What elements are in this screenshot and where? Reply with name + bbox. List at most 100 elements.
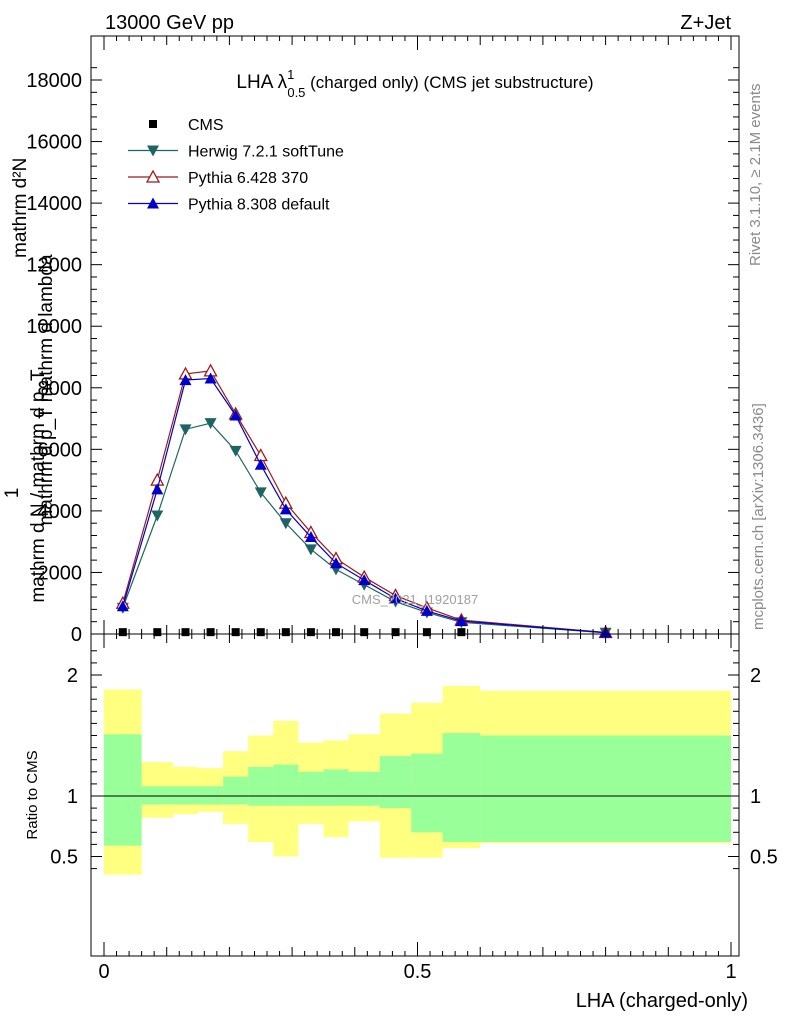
title-sup: 1 xyxy=(287,67,294,82)
data-point xyxy=(304,531,317,543)
ratio-ytick-label: 1 xyxy=(67,786,78,808)
xtick-label: 0 xyxy=(98,961,109,983)
series-cms xyxy=(118,628,466,637)
legend-label: CMS xyxy=(188,117,224,134)
band-stat-bin xyxy=(198,786,224,805)
axis-ticks xyxy=(91,36,739,956)
legend-label: Pythia 6.428 370 xyxy=(188,170,308,187)
mcplots-label: mcplots.cern.ch [arXiv:1306.3436] xyxy=(750,403,767,630)
ytick-label: 6000 xyxy=(38,439,83,461)
data-point xyxy=(279,503,292,515)
ratio-ytick-label: 2 xyxy=(67,665,78,687)
data-point xyxy=(281,628,290,637)
data-point xyxy=(145,169,161,183)
data-point xyxy=(181,628,190,637)
band-stat-bin xyxy=(379,756,412,809)
data-point xyxy=(118,628,127,637)
data-point xyxy=(422,628,431,637)
data-point xyxy=(204,372,217,384)
band-stat-bin xyxy=(442,733,481,842)
title-rest: (charged only) (CMS jet substructure) xyxy=(305,73,593,92)
tick-labels: 0 2000 4000 6000 8000 10000 12000 14000 16000 180… xyxy=(26,70,777,983)
legend-label: Herwig 7.2.1 softTune xyxy=(188,144,344,161)
legend-entry: Pythia 6.428 370 xyxy=(128,169,308,187)
data-point xyxy=(116,600,129,612)
data-point xyxy=(204,418,217,430)
data-point xyxy=(420,604,433,616)
legend: CMS Herwig 7.2.1 softTune Pythia 6.428 370… xyxy=(128,117,344,214)
analysis-watermark: CMS_2021_I1920187 xyxy=(352,592,479,607)
data-point xyxy=(254,487,267,499)
ylabel-numerator: mathrm d²N xyxy=(10,158,31,258)
legend-entry: Herwig 7.2.1 softTune xyxy=(128,144,344,161)
xlabel: LHA (charged-only) xyxy=(576,990,748,1012)
data-point xyxy=(329,557,342,569)
band-stat-bin xyxy=(480,735,731,842)
ytick-label: 10000 xyxy=(26,316,82,338)
ratio-ytick-label-right: 2 xyxy=(750,665,761,687)
data-point xyxy=(229,409,242,421)
data-point xyxy=(457,628,466,637)
ratio-plot-frame xyxy=(90,633,740,957)
series-pythia-8-308-default xyxy=(116,372,612,638)
data-point xyxy=(279,518,292,530)
ratio-ylabel: Ratio to CMS xyxy=(24,750,41,839)
xtick-label: 1 xyxy=(725,961,736,983)
title-main: LHA λ xyxy=(236,72,287,93)
data-point xyxy=(256,628,265,637)
process-label: Z+Jet xyxy=(680,12,731,34)
ytick-label: 4000 xyxy=(38,501,83,523)
data-point xyxy=(254,458,267,470)
data-point xyxy=(206,628,215,637)
data-point xyxy=(304,544,317,556)
series-line xyxy=(122,377,606,634)
ylabel-denominator: mathrm d p_T mathrm d lambda xyxy=(36,254,57,525)
data-point xyxy=(331,628,340,637)
ytick-label: 14000 xyxy=(26,193,82,215)
band-stat-bin xyxy=(172,786,199,805)
ylabel-prefactor: 1 xyxy=(2,488,23,499)
band-stat-bin xyxy=(273,764,299,806)
ytick-label: 2000 xyxy=(38,562,83,584)
ylabel-lower: mathrm d N / mathrm d p_T xyxy=(28,369,49,603)
data-point xyxy=(179,374,192,386)
data-point xyxy=(147,197,159,209)
data-point xyxy=(179,424,192,436)
ratio-bands xyxy=(91,685,739,875)
band-stat-bin xyxy=(411,753,443,833)
data-point xyxy=(153,628,162,637)
legend-entry: CMS xyxy=(149,117,224,134)
series-line xyxy=(122,370,606,634)
main-series xyxy=(115,363,613,639)
ratio-ytick-label-right: 0.5 xyxy=(750,847,778,869)
ytick-label: 18000 xyxy=(26,70,82,92)
data-point xyxy=(358,574,371,586)
data-point xyxy=(360,628,369,637)
band-stat-bin xyxy=(323,769,349,806)
title-sub: 0.5 xyxy=(287,85,305,100)
legend-entry: Pythia 8.308 default xyxy=(128,197,330,214)
main-ylabel: mathrm d²N mathrm d p_T mathrm d lambda … xyxy=(2,158,57,603)
data-point xyxy=(151,483,164,495)
data-point xyxy=(306,628,315,637)
band-stat-bin xyxy=(104,734,142,846)
ytick-label: 0 xyxy=(71,624,82,646)
band-stat-bin xyxy=(298,771,324,806)
ytick-label: 12000 xyxy=(26,255,82,277)
data-point xyxy=(149,120,157,128)
data-point xyxy=(231,628,240,637)
band-stat-bin xyxy=(348,771,380,806)
ytick-label: 16000 xyxy=(26,132,82,154)
band-stat-bin xyxy=(248,766,274,806)
data-point xyxy=(391,628,400,637)
ratio-ytick-label-right: 1 xyxy=(750,786,761,808)
data-point xyxy=(389,592,402,604)
ratio-ytick-label: 0.5 xyxy=(50,847,78,869)
data-point xyxy=(147,145,159,157)
legend-label: Pythia 8.308 default xyxy=(188,197,330,214)
xtick-label: 0.5 xyxy=(404,961,432,983)
band-stat-bin xyxy=(141,786,173,805)
band-stat-bin xyxy=(223,776,249,805)
ytick-label: 8000 xyxy=(38,378,83,400)
